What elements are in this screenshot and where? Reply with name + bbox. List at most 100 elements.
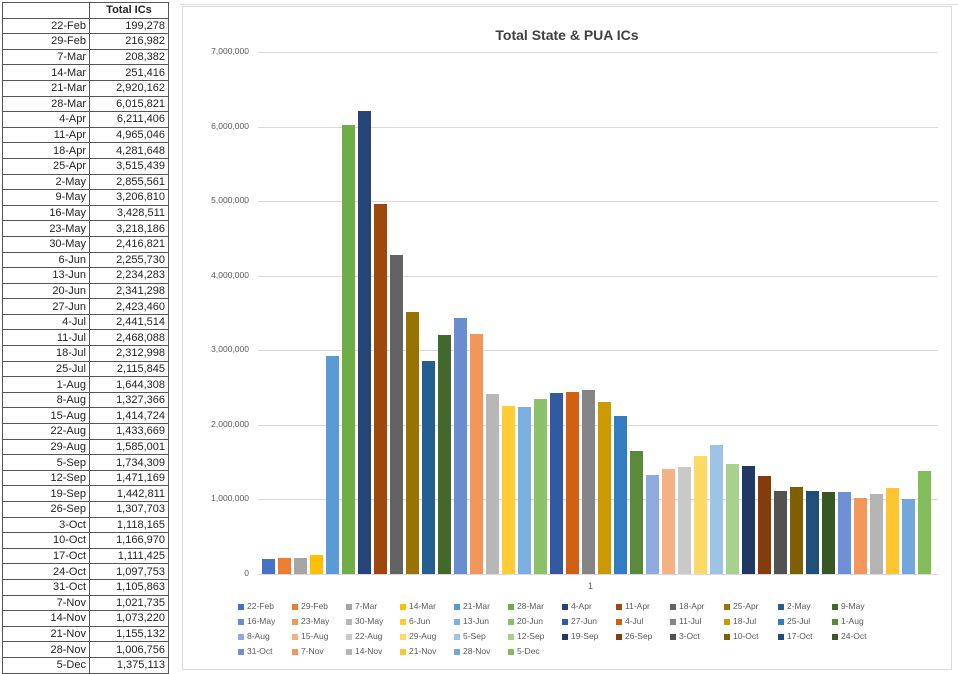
- cell-date[interactable]: 5-Sep: [2, 454, 90, 471]
- legend-item[interactable]: 4-Jul: [616, 616, 670, 626]
- cell-date[interactable]: 14-Nov: [2, 610, 90, 627]
- cell-date[interactable]: 28-Mar: [2, 95, 90, 113]
- bar-28-Nov[interactable]: [902, 498, 915, 574]
- bar-8-Aug[interactable]: [646, 475, 659, 574]
- cell-total-ics[interactable]: 1,006,756: [89, 641, 169, 658]
- legend-item[interactable]: 28-Mar: [508, 601, 562, 611]
- cell-date[interactable]: 6-Jun: [2, 251, 90, 269]
- cell-total-ics[interactable]: 1,585,001: [89, 438, 169, 456]
- legend-item[interactable]: 14-Nov: [346, 646, 400, 656]
- legend-item[interactable]: 11-Apr: [616, 601, 670, 611]
- cell-date[interactable]: 19-Sep: [2, 485, 90, 502]
- cell-total-ics[interactable]: 2,234,283: [89, 267, 169, 284]
- cell-total-ics[interactable]: 3,515,439: [89, 157, 169, 175]
- legend-item[interactable]: 30-May: [346, 616, 400, 626]
- cell-total-ics[interactable]: 2,855,561: [89, 173, 169, 191]
- bar-1-Aug[interactable]: [630, 451, 643, 574]
- cell-date[interactable]: 25-Apr: [2, 157, 90, 175]
- cell-date[interactable]: 18-Jul: [2, 345, 90, 362]
- legend-item[interactable]: 25-Jul: [778, 616, 832, 626]
- cell-total-ics[interactable]: 2,255,730: [89, 251, 169, 269]
- cell-date[interactable]: 11-Jul: [2, 329, 90, 347]
- cell-total-ics[interactable]: 2,920,162: [89, 79, 169, 97]
- cell-total-ics[interactable]: 3,206,810: [89, 189, 169, 206]
- cell-total-ics[interactable]: 208,382: [89, 48, 169, 66]
- bar-7-Nov[interactable]: [854, 497, 867, 574]
- legend-item[interactable]: 17-Oct: [778, 631, 832, 641]
- bar-25-Apr[interactable]: [406, 311, 419, 574]
- cell-date[interactable]: 27-Jun: [2, 298, 90, 315]
- legend-item[interactable]: 26-Sep: [616, 631, 670, 641]
- legend-item[interactable]: 22-Aug: [346, 631, 400, 641]
- cell-date[interactable]: 23-May: [2, 220, 90, 237]
- legend-item[interactable]: 11-Jul: [670, 616, 724, 626]
- bar-22-Feb[interactable]: [262, 559, 275, 574]
- bar-19-Sep[interactable]: [742, 466, 755, 574]
- cell-date[interactable]: 31-Oct: [2, 578, 90, 596]
- bar-10-Oct[interactable]: [790, 486, 803, 574]
- bar-13-Jun[interactable]: [518, 407, 531, 574]
- cell-total-ics[interactable]: 2,441,514: [89, 313, 169, 331]
- bar-7-Mar[interactable]: [294, 558, 307, 574]
- cell-total-ics[interactable]: 3,428,511: [89, 204, 169, 222]
- cell-date[interactable]: 30-May: [2, 235, 90, 253]
- cell-total-ics[interactable]: 3,218,186: [89, 220, 169, 237]
- bar-4-Jul[interactable]: [566, 391, 579, 574]
- cell-date[interactable]: 17-Oct: [2, 547, 90, 565]
- cell-total-ics[interactable]: 1,644,308: [89, 376, 169, 393]
- bar-12-Sep[interactable]: [726, 464, 739, 574]
- cell-total-ics[interactable]: 216,982: [89, 33, 169, 50]
- cell-date[interactable]: 28-Nov: [2, 641, 90, 658]
- legend-item[interactable]: 18-Jul: [724, 616, 778, 626]
- cell-date[interactable]: 3-Oct: [2, 516, 90, 534]
- legend-item[interactable]: 16-May: [238, 616, 292, 626]
- cell-date[interactable]: 12-Sep: [2, 469, 90, 487]
- cell-date[interactable]: 4-Jul: [2, 313, 90, 331]
- legend-item[interactable]: 31-Oct: [238, 646, 292, 656]
- cell-date[interactable]: 13-Jun: [2, 267, 90, 284]
- bar-9-May[interactable]: [438, 334, 451, 574]
- cell-total-ics[interactable]: 6,015,821: [89, 95, 169, 113]
- cell-date[interactable]: 18-Apr: [2, 142, 90, 159]
- legend-item[interactable]: 27-Jun: [562, 616, 616, 626]
- legend-item[interactable]: 7-Mar: [346, 601, 400, 611]
- legend-item[interactable]: 6-Jun: [400, 616, 454, 626]
- cell-total-ics[interactable]: 1,111,425: [89, 547, 169, 565]
- bar-14-Nov[interactable]: [870, 493, 883, 574]
- legend-item[interactable]: 1-Aug: [832, 616, 886, 626]
- bar-6-Jun[interactable]: [502, 405, 515, 574]
- bar-29-Aug[interactable]: [694, 455, 707, 574]
- cell-total-ics[interactable]: 1,433,669: [89, 423, 169, 440]
- cell-total-ics[interactable]: 1,414,724: [89, 407, 169, 425]
- cell-date[interactable]: 5-Dec: [2, 656, 90, 674]
- legend-item[interactable]: 9-May: [832, 601, 886, 611]
- legend-item[interactable]: 22-Feb: [238, 601, 292, 611]
- cell-total-ics[interactable]: 1,105,863: [89, 578, 169, 596]
- legend-item[interactable]: 21-Nov: [400, 646, 454, 656]
- legend-item[interactable]: 20-Jun: [508, 616, 562, 626]
- bar-24-Oct[interactable]: [822, 492, 835, 574]
- cell-total-ics[interactable]: 1,118,165: [89, 516, 169, 534]
- bar-16-May[interactable]: [454, 318, 467, 574]
- legend-item[interactable]: 7-Nov: [292, 646, 346, 656]
- bar-5-Sep[interactable]: [710, 444, 723, 574]
- chart[interactable]: Total State & PUA ICs 0 1,000,000 2,000,00…: [182, 6, 952, 670]
- legend-item[interactable]: 8-Aug: [238, 631, 292, 641]
- cell-date[interactable]: 7-Mar: [2, 48, 90, 66]
- cell-date[interactable]: 20-Jun: [2, 282, 90, 300]
- bar-20-Jun[interactable]: [534, 399, 547, 574]
- legend-item[interactable]: 3-Oct: [670, 631, 724, 641]
- cell-date[interactable]: 29-Aug: [2, 438, 90, 456]
- bar-18-Apr[interactable]: [390, 254, 403, 574]
- cell-date[interactable]: 24-Oct: [2, 563, 90, 580]
- cell-date[interactable]: 25-Jul: [2, 360, 90, 378]
- cell-total-ics[interactable]: 1,097,753: [89, 563, 169, 580]
- cell-total-ics[interactable]: 2,312,998: [89, 345, 169, 362]
- legend-item[interactable]: 29-Feb: [292, 601, 346, 611]
- cell-date[interactable]: 1-Aug: [2, 376, 90, 393]
- legend-item[interactable]: 28-Nov: [454, 646, 508, 656]
- legend-item[interactable]: 19-Sep: [562, 631, 616, 641]
- cell-total-ics[interactable]: 2,115,845: [89, 360, 169, 378]
- cell-total-ics[interactable]: 1,021,735: [89, 594, 169, 612]
- cell-total-ics[interactable]: 2,468,088: [89, 329, 169, 347]
